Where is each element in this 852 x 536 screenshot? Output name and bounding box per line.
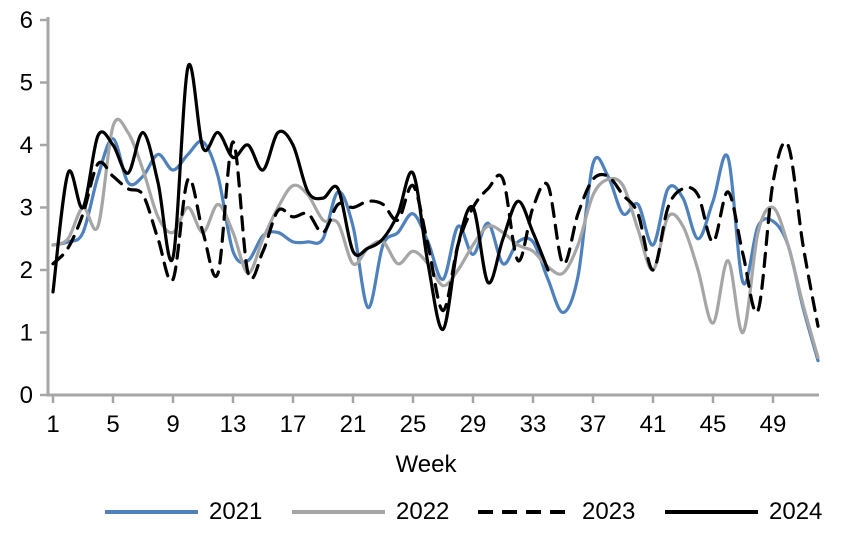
legend-item-2023: 2023: [478, 497, 635, 527]
legend-item-2024: 2024: [665, 497, 822, 527]
x-tick-label: 29: [460, 411, 487, 438]
x-tick-label: 49: [760, 411, 787, 438]
x-axis-title: Week: [395, 451, 457, 478]
y-tick-label: 4: [20, 132, 33, 159]
x-tick-label: 37: [580, 411, 607, 438]
x-tick-label: 13: [220, 411, 247, 438]
y-tick-label: 1: [20, 320, 33, 347]
x-tick-label: 41: [640, 411, 667, 438]
legend-label-2024: 2024: [769, 498, 823, 525]
series-line-2024: [51, 62, 550, 331]
legend-swatch-2024-line: [665, 510, 758, 514]
chart-legend: 2021 2022 2023 2024: [0, 497, 852, 527]
series-line-2022: [51, 117, 820, 360]
x-tick-label: 1: [46, 411, 59, 438]
x-tick-label: 17: [280, 411, 307, 438]
x-tick-label: 25: [400, 411, 427, 438]
legend-swatch-2021-line: [105, 510, 198, 514]
legend-item-2021: 2021: [105, 497, 262, 527]
legend-label-2023: 2023: [582, 498, 636, 525]
legend-label-2021: 2021: [209, 498, 263, 525]
y-tick-label: 6: [20, 7, 33, 34]
x-tick-label: 45: [700, 411, 727, 438]
legend-item-2022: 2022: [292, 497, 449, 527]
series-line-2023: [51, 140, 820, 328]
legend-swatch-2023-dashed-line: [478, 510, 571, 514]
x-tick-label: 21: [340, 411, 367, 438]
series-line-2021: [51, 137, 820, 363]
x-tick-label: 5: [106, 411, 119, 438]
y-tick-label: 2: [20, 257, 33, 284]
legend-label-2022: 2022: [396, 498, 450, 525]
y-tick-label: 0: [20, 382, 33, 409]
x-tick-label: 33: [520, 411, 547, 438]
legend-swatch-2022-line: [292, 510, 385, 514]
y-tick-label: 3: [20, 195, 33, 222]
y-tick-label: 5: [20, 70, 33, 97]
x-tick-label: 9: [166, 411, 179, 438]
